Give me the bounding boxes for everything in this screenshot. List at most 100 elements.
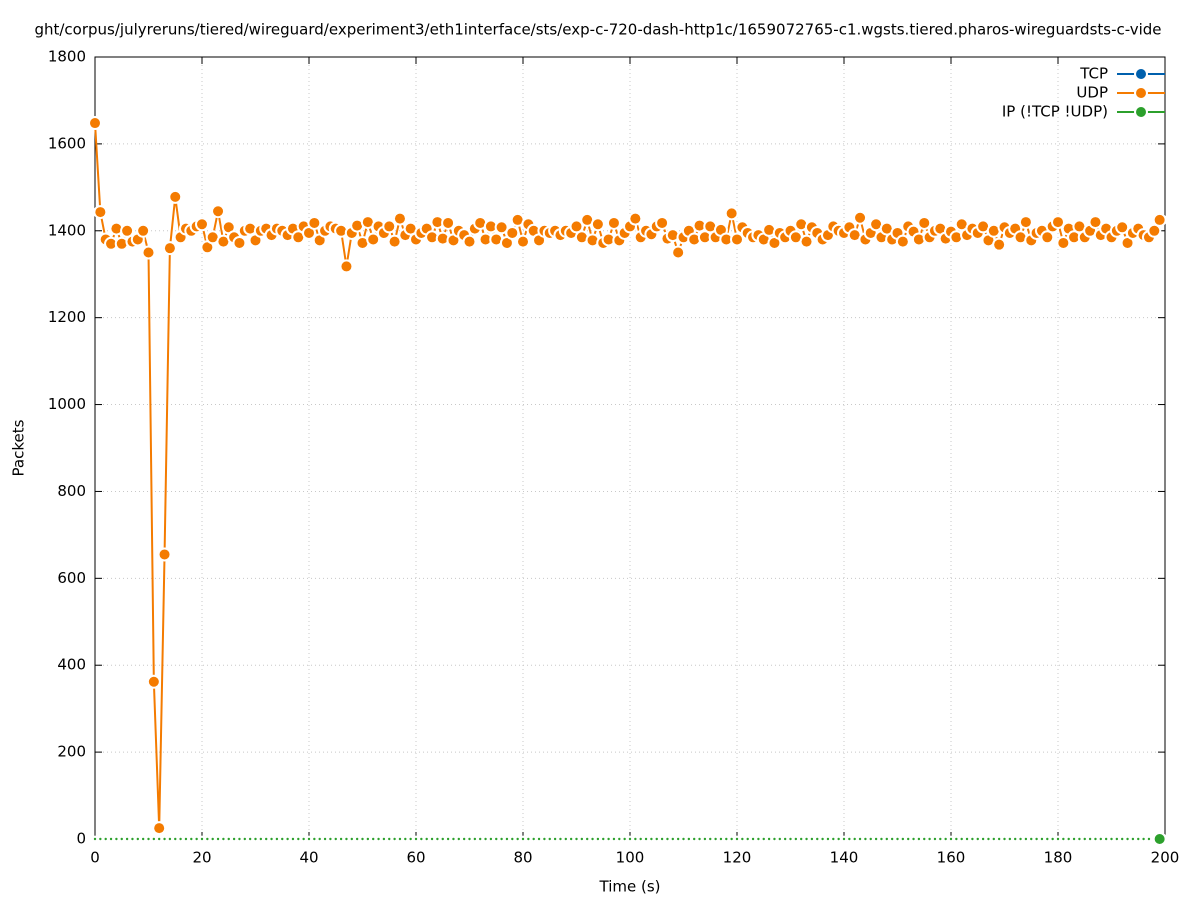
marker-dot <box>1067 837 1070 841</box>
marker-dot <box>352 220 363 231</box>
data-point <box>830 835 837 843</box>
data-point <box>136 223 151 238</box>
marker-dot <box>816 837 819 841</box>
data-point <box>1017 835 1024 843</box>
data-point <box>123 835 131 843</box>
marker-dot <box>480 234 491 245</box>
data-point <box>1124 835 1131 843</box>
marker-dot <box>357 237 368 248</box>
y-tick-label: 1400 <box>48 221 86 239</box>
marker-dot <box>409 837 412 841</box>
marker-dot <box>1088 837 1092 841</box>
data-point <box>744 835 751 843</box>
data-point <box>284 835 291 843</box>
marker-dot <box>735 837 739 841</box>
data-point <box>986 223 1001 238</box>
marker-dot <box>111 223 122 234</box>
data-point <box>589 835 596 843</box>
data-point <box>840 835 848 843</box>
data-point <box>808 835 816 843</box>
data-point <box>162 241 177 256</box>
data-point <box>905 835 912 843</box>
data-point <box>610 835 618 843</box>
marker-dot <box>923 837 926 841</box>
data-point <box>814 835 821 843</box>
marker-dot <box>732 234 742 245</box>
marker-dot <box>880 837 883 841</box>
marker-dot <box>329 837 332 841</box>
marker-dot <box>1137 837 1140 841</box>
marker-dot <box>206 837 209 841</box>
y-axis-label: Packets <box>10 419 28 476</box>
data-point <box>295 835 302 843</box>
y-tick-label: 0 <box>76 830 86 848</box>
marker-dot <box>275 837 279 841</box>
data-point <box>1033 835 1040 843</box>
data-point <box>546 835 553 843</box>
legend-marker <box>1134 86 1148 100</box>
marker-dot <box>425 837 428 841</box>
marker-dot <box>534 235 545 246</box>
marker-dot <box>992 837 995 841</box>
marker-dot <box>222 837 225 841</box>
marker-dot <box>764 224 775 235</box>
data-point <box>198 835 206 843</box>
marker-dot <box>1136 69 1146 79</box>
marker-dot <box>512 214 523 225</box>
data-point <box>168 189 183 204</box>
marker-dot <box>362 217 373 228</box>
y-tick-label: 800 <box>57 482 86 500</box>
data-point <box>129 835 136 843</box>
marker-dot <box>810 837 814 841</box>
marker-dot <box>709 837 712 841</box>
data-point <box>91 835 99 843</box>
marker-dot <box>190 837 193 841</box>
data-point <box>937 835 944 843</box>
data-point <box>291 230 306 245</box>
marker-dot <box>309 217 320 228</box>
marker-dot <box>341 261 352 272</box>
data-point <box>574 230 589 245</box>
data-point <box>263 835 270 843</box>
data-point <box>257 835 265 843</box>
marker-dot <box>1121 837 1124 841</box>
data-point <box>152 821 167 836</box>
marker-dot <box>164 243 175 254</box>
data-point <box>509 835 516 843</box>
marker-dot <box>323 837 327 841</box>
data-point <box>792 835 800 843</box>
data-point <box>1086 835 1094 843</box>
data-point <box>601 232 616 247</box>
data-point <box>867 835 874 843</box>
data-point <box>466 835 473 843</box>
data-point <box>339 259 354 274</box>
marker-dot <box>265 837 268 841</box>
data-point <box>765 835 773 843</box>
marker-dot <box>789 837 792 841</box>
data-point <box>692 218 707 233</box>
data-point <box>626 835 634 843</box>
x-tick-label: 40 <box>299 849 318 867</box>
marker-dot <box>345 837 348 841</box>
marker-dot <box>944 837 947 841</box>
data-point <box>498 835 505 843</box>
data-point <box>616 835 623 843</box>
data-point <box>118 835 125 843</box>
data-point <box>350 218 365 233</box>
marker-dot <box>532 837 535 841</box>
marker-dot <box>179 837 182 841</box>
data-point <box>824 835 832 843</box>
marker-dot <box>800 837 803 841</box>
marker-dot <box>90 118 100 129</box>
marker-dot <box>448 235 459 246</box>
data-point <box>145 835 152 843</box>
marker-dot <box>960 837 963 841</box>
marker-dot <box>394 213 405 224</box>
marker-dot <box>484 837 487 841</box>
marker-dot <box>1042 232 1053 243</box>
x-tick-label: 120 <box>723 849 752 867</box>
data-point <box>348 835 355 843</box>
marker-dot <box>848 837 851 841</box>
marker-dot <box>586 837 589 841</box>
marker-dot <box>767 837 771 841</box>
